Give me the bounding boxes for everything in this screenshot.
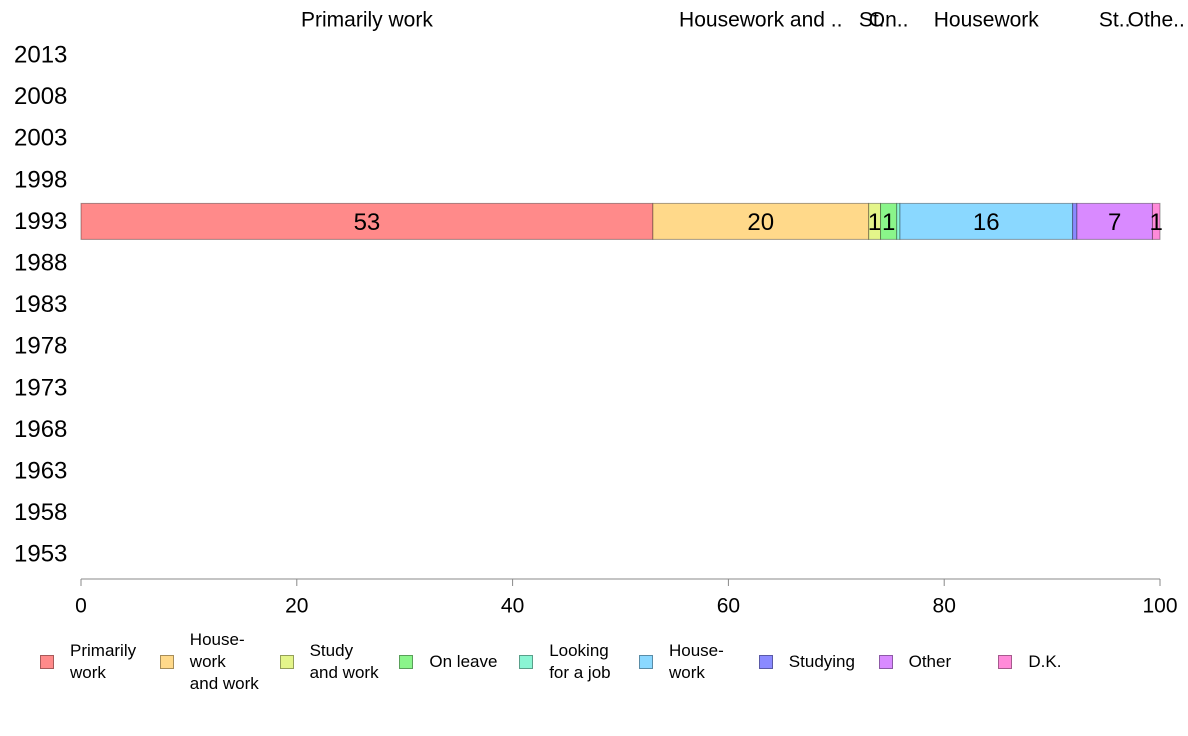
legend-item: Primarily work	[40, 630, 136, 694]
segment-top-label: Primarily work	[301, 9, 433, 32]
bar-segment	[1151, 202, 1161, 240]
category-label: 1968	[14, 416, 67, 443]
segment-top-label: Housework and ..	[679, 9, 842, 32]
segment-top-label: St..	[859, 9, 891, 32]
category-label: 1953	[14, 541, 67, 568]
category-label: 1958	[14, 499, 67, 526]
legend-item: Study and work	[279, 630, 379, 694]
category-label: 1998	[14, 166, 67, 193]
data-label: 1	[1150, 209, 1163, 236]
x-tick-label: 20	[285, 595, 308, 618]
legend-label: Other	[908, 652, 952, 671]
data-label: 1	[882, 209, 895, 236]
category-label: 1988	[14, 250, 67, 277]
legend-label: D.K.	[1028, 652, 1062, 671]
legend-item: On leave	[399, 630, 497, 694]
legend-swatch	[519, 655, 534, 669]
legend-item: Other	[878, 630, 952, 694]
legend: Primarily work House- work and work Study …	[0, 630, 1188, 700]
bar-segment	[899, 202, 1074, 240]
x-tick-label: 60	[717, 595, 740, 618]
data-label: 7	[1108, 209, 1121, 236]
category-label: 1973	[14, 374, 67, 401]
legend-item: Studying	[758, 630, 855, 694]
segment-top-label: Housework	[934, 9, 1040, 32]
category-label: 1978	[14, 333, 67, 360]
legend-item: Looking for a job	[519, 630, 611, 694]
category-label: 1963	[14, 458, 67, 485]
legend-swatch	[758, 655, 773, 669]
legend-swatch	[40, 655, 54, 669]
data-label: 53	[354, 209, 381, 236]
stacked-bar-chart: 2013 2008 2003 1998 1993 1988 1983 1978 1973 1968…	[14, 9, 1185, 618]
legend-label: House- work and work	[189, 630, 259, 693]
category-label: 2003	[14, 125, 67, 152]
legend-label: On leave	[429, 652, 498, 671]
data-label: 1	[868, 209, 881, 236]
legend-item: D.K.	[998, 630, 1061, 694]
legend-label: Primarily work	[70, 641, 137, 682]
bar-segment	[80, 202, 654, 240]
data-label: 20	[747, 209, 774, 236]
legend-swatch	[159, 655, 174, 669]
bar-segment	[652, 202, 870, 240]
legend-swatch	[279, 655, 294, 669]
segment-top-label: St..	[1099, 9, 1131, 32]
segment-top-label: Othe..	[1128, 9, 1185, 32]
legend-label: Study and work	[309, 641, 379, 682]
legend-swatch	[998, 655, 1013, 669]
data-label: 16	[973, 209, 1000, 236]
legend-label: House- work	[669, 641, 724, 682]
legend-item: House- work and work	[159, 630, 259, 694]
legend-swatch	[399, 655, 414, 669]
category-label: 2008	[14, 83, 67, 110]
legend-item: House- work	[639, 630, 724, 694]
x-tick-label: 40	[501, 595, 524, 618]
legend-swatch	[639, 655, 653, 669]
legend-label: Studying	[788, 652, 855, 671]
category-label: 2013	[14, 42, 67, 69]
category-label: 1993	[14, 208, 67, 235]
x-tick-label: 100	[1142, 595, 1177, 618]
segment-top-label: On..	[869, 9, 909, 32]
bar-segment	[1072, 202, 1078, 240]
category-label: 1983	[14, 291, 67, 318]
legend-swatch	[878, 655, 893, 669]
x-tick-label: 80	[933, 595, 956, 618]
legend-label: Looking for a job	[549, 641, 611, 682]
x-tick-label: 0	[75, 595, 87, 618]
